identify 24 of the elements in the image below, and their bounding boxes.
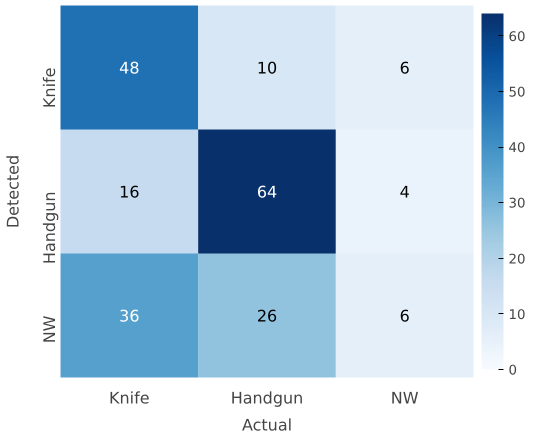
data-label: 6 — [400, 58, 410, 78]
y-tick-label: NW — [40, 315, 59, 344]
data-label: 6 — [400, 306, 410, 326]
x-tick-label: NW — [390, 388, 419, 408]
x-tick-label: Knife — [109, 388, 150, 408]
y-tick-label: Knife — [40, 67, 59, 108]
color-bar-label: 10 — [508, 308, 526, 323]
color-bar-label: 60 — [508, 30, 526, 45]
data-label: 48 — [119, 58, 140, 78]
data-label: 16 — [119, 182, 140, 202]
data-label: 64 — [256, 182, 278, 202]
data-label: 10 — [256, 58, 278, 78]
data-label: 36 — [119, 306, 140, 326]
color-bar-label: 20 — [508, 252, 526, 268]
color-bar-label: 40 — [508, 141, 526, 156]
color-bar-label: 50 — [508, 85, 526, 100]
x-axis-title: Actual — [242, 416, 292, 434]
data-label: 26 — [256, 306, 278, 326]
x-tick-label: Handgun — [230, 388, 304, 408]
data-label: 4 — [400, 182, 410, 202]
color-bar-label: 30 — [508, 196, 526, 212]
color-bar-label: 0 — [508, 364, 517, 378]
y-tick-label: Handgun — [40, 191, 59, 264]
y-axis-title: Detected — [4, 154, 22, 228]
